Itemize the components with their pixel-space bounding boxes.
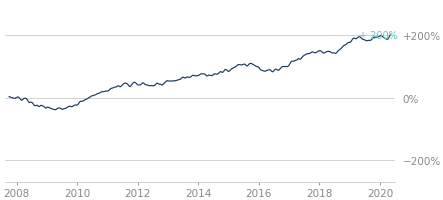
Text: + 200%: + 200% bbox=[359, 30, 397, 40]
